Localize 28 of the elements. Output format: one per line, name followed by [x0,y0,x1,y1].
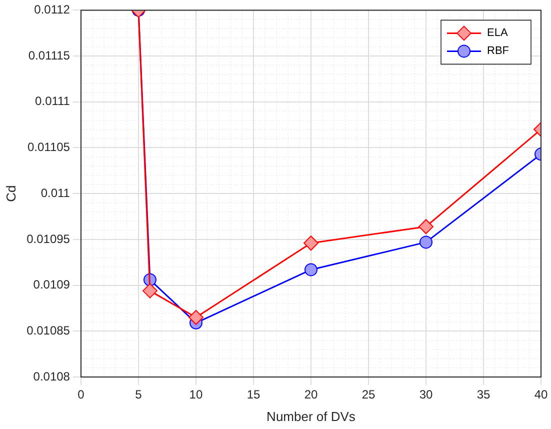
y-axis-title: Cd [3,185,18,202]
x-tick-label: 0 [78,388,85,402]
point [303,236,318,251]
x-tick-label: 30 [419,388,433,402]
x-tick-label: 10 [189,388,203,402]
y-tick-label: 0.0111 [35,94,70,108]
point [418,219,434,234]
y-tick-label: 0.0108 [33,369,70,384]
point [188,310,204,325]
point [304,263,318,276]
x-tick-label: 5 [135,388,142,402]
x-tick-label: 35 [476,388,490,402]
point [142,283,158,298]
y-tick-label: 0.01095 [26,232,70,246]
x-tick-label: 40 [534,388,548,402]
point [419,236,432,249]
y-tick-label: 0.01105 [27,140,70,154]
x-tick-label: 25 [362,388,376,402]
y-tick-label: 0.01115 [28,48,70,62]
legend-label: ELA [487,27,508,40]
y-tick-label: 0.011 [40,186,70,200]
x-axis-title: Number of DVs [266,408,356,424]
y-tick-label: 0.0112 [34,2,70,17]
y-tick-label: 0.01085 [26,323,70,338]
x-tick-label: 15 [246,388,260,402]
legend-label: RBF [487,45,510,58]
y-tick-label: 0.0109 [33,278,70,292]
x-tick-label: 20 [304,388,318,402]
